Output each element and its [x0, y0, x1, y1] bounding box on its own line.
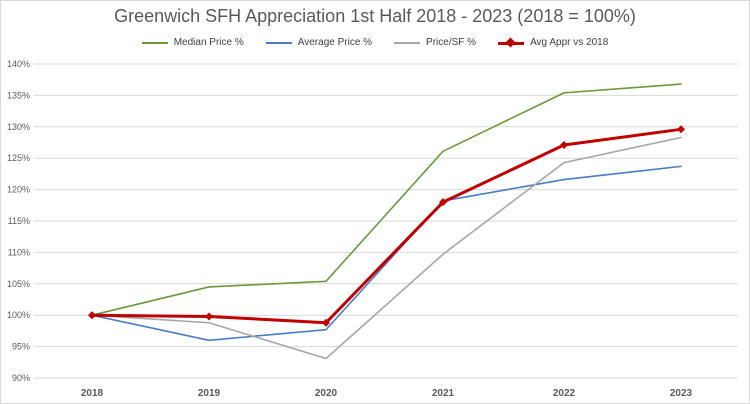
series-line-3 — [90, 127, 683, 325]
x-tick-label: 2021 — [432, 388, 455, 399]
series-line-1 — [91, 165, 682, 342]
y-tick-label: 110% — [8, 247, 30, 257]
y-tick-label: 105% — [7, 279, 30, 289]
legend-swatch-median — [141, 39, 168, 47]
legend-swatch-price-sf — [394, 39, 421, 47]
y-tick-label: 90% — [12, 373, 30, 383]
y-tick-label: 95% — [12, 342, 30, 352]
legend-label-median: Median Price % — [173, 37, 244, 48]
legend-swatch-avg-appr — [498, 37, 525, 47]
legend-label-average: Average Price % — [297, 37, 373, 48]
x-tick-label: 2019 — [198, 388, 221, 399]
legend-item-average: Average Price % — [265, 37, 373, 48]
y-tick-label: 130% — [7, 122, 30, 132]
series-line-2 — [91, 136, 682, 360]
y-tick-label: 135% — [7, 90, 30, 100]
x-tick-label: 2020 — [315, 388, 338, 399]
legend-swatch-average — [265, 39, 292, 47]
x-tick-label: 2018 — [81, 388, 104, 399]
legend-item-median: Median Price % — [141, 37, 244, 48]
y-tick-label: 125% — [7, 153, 30, 163]
series-marker — [88, 311, 96, 320]
legend-label-avg-appr: Avg Appr vs 2018 — [530, 37, 609, 48]
y-tick-label: 120% — [7, 185, 30, 195]
legend-item-price-sf: Price/SF % — [394, 37, 476, 48]
series-marker — [205, 312, 213, 321]
x-tick-label: 2023 — [670, 388, 693, 399]
x-tick-label: 2022 — [553, 388, 576, 399]
chart-legend: Median Price % Average Price % Price/SF … — [0, 37, 750, 48]
y-tick-label: 140% — [7, 59, 30, 69]
series-marker — [677, 125, 685, 134]
chart-title: Greenwich SFH Appreciation 1st Half 2018… — [114, 6, 636, 26]
legend-item-avg-appr: Avg Appr vs 2018 — [498, 37, 608, 48]
y-tick-label: 100% — [7, 310, 30, 320]
series-line-0 — [91, 83, 682, 317]
legend-label-price-sf: Price/SF % — [426, 37, 477, 48]
series-marker — [322, 318, 330, 327]
series-marker — [560, 141, 568, 150]
series-marker — [439, 198, 447, 207]
y-tick-label: 115% — [8, 216, 30, 226]
